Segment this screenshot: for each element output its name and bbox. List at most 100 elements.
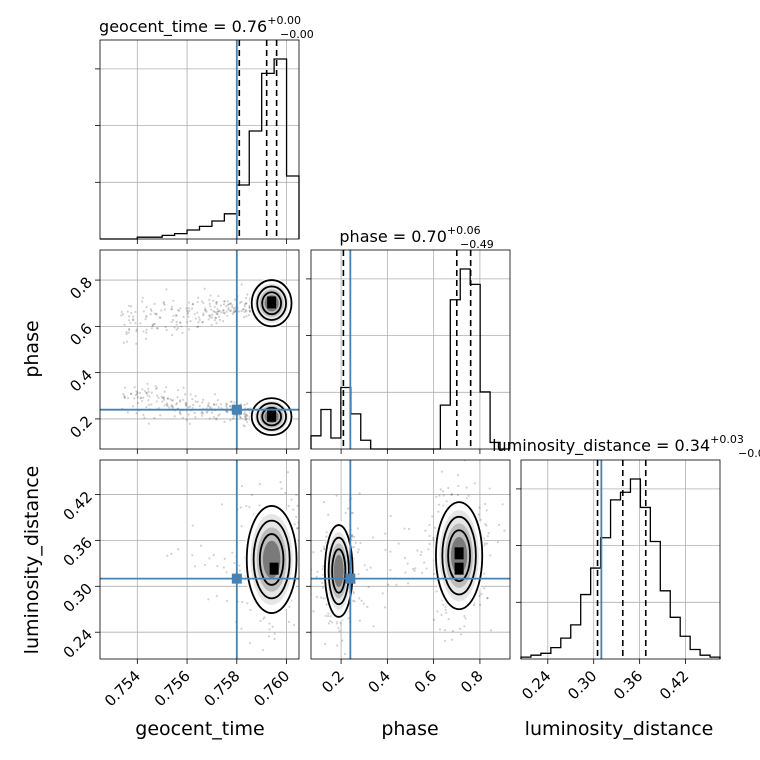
sample-point — [312, 565, 314, 567]
sample-point — [212, 554, 215, 557]
sample-point — [175, 402, 179, 405]
sample-point — [463, 625, 466, 628]
sample-point — [194, 416, 197, 419]
sample-point — [225, 402, 228, 405]
sample-point — [369, 566, 372, 569]
sample-point — [351, 535, 354, 538]
sample-point — [126, 310, 129, 313]
sample-point — [123, 323, 126, 326]
sample-point — [156, 394, 159, 397]
panel-frame — [99, 459, 300, 660]
sample-point — [196, 325, 199, 329]
truth-marker — [231, 404, 242, 415]
sample-point — [308, 615, 310, 617]
sample-point — [246, 602, 249, 605]
sample-point — [162, 397, 165, 400]
sample-point — [358, 597, 361, 600]
sample-point — [156, 386, 159, 389]
sample-point — [136, 396, 139, 399]
sample-point — [212, 403, 216, 406]
sample-point — [136, 401, 140, 405]
sample-point — [407, 527, 411, 531]
sample-point — [535, 587, 537, 589]
sample-point — [226, 411, 229, 414]
sample-point — [265, 451, 267, 453]
sample-point — [435, 590, 438, 593]
sample-point — [223, 557, 226, 560]
sample-point — [432, 618, 436, 621]
sample-point — [245, 418, 248, 421]
sample-point — [242, 308, 245, 311]
sample-point — [406, 582, 410, 585]
sample-point — [258, 504, 261, 507]
sample-point — [205, 411, 208, 414]
contour-0-1 — [252, 519, 291, 600]
sample-point — [241, 600, 244, 604]
sample-point — [142, 396, 145, 399]
sample-point — [456, 494, 460, 497]
density-layer — [166, 451, 314, 652]
sample-point — [215, 403, 218, 406]
sample-point — [163, 390, 166, 393]
sample-point — [358, 492, 361, 495]
sample-point — [232, 311, 236, 314]
sample-point — [179, 321, 182, 324]
svg-text:phase = 0.70+0.06: phase = 0.70+0.06 — [339, 224, 480, 246]
sample-point — [186, 312, 189, 315]
sample-point — [229, 405, 232, 408]
tick-label-luminosity-distance-3: 0.42 — [656, 667, 692, 703]
sample-point — [175, 403, 178, 406]
sample-point — [230, 400, 233, 403]
sample-point — [248, 641, 252, 645]
sample-point — [122, 393, 125, 396]
sample-point — [139, 322, 142, 325]
sample-point — [231, 304, 234, 307]
sample-point — [185, 307, 188, 310]
sample-point — [175, 328, 178, 331]
sample-point — [428, 542, 431, 545]
sample-point — [219, 304, 223, 307]
sample-point — [154, 387, 158, 391]
panels: 0.24 0.30 0.36 0.420.20.40.60.80.754 0.756 0.… — [60, 39, 721, 710]
sample-point — [351, 511, 354, 515]
sample-point — [246, 414, 249, 418]
sample-point — [315, 596, 318, 599]
sample-point — [157, 396, 160, 399]
sample-point — [456, 474, 460, 477]
tick-label-luminosity-distance-0: 0.24 — [60, 625, 96, 661]
sample-point — [238, 564, 241, 567]
sample-point — [344, 511, 347, 514]
sample-point — [123, 396, 127, 400]
sample-point — [208, 417, 212, 420]
sample-point — [214, 317, 217, 320]
sample-point — [432, 536, 435, 539]
sample-point — [182, 386, 185, 389]
sample-point — [356, 551, 359, 554]
sample-point — [419, 553, 422, 556]
sample-point — [240, 627, 243, 630]
sample-point — [140, 396, 143, 399]
sample-point — [232, 415, 235, 418]
sample-point — [201, 414, 204, 417]
sample-point — [164, 325, 167, 328]
sample-point — [327, 612, 330, 615]
sample-point — [472, 603, 476, 607]
sample-point — [303, 581, 305, 583]
sample-point — [135, 390, 138, 393]
sample-point — [138, 391, 142, 395]
sample-point — [211, 316, 214, 319]
sample-point — [436, 610, 439, 613]
sample-point — [215, 311, 218, 314]
sample-point — [526, 539, 528, 541]
sample-point — [181, 331, 184, 334]
title-luminosity-distance-minus: −0.03 — [738, 447, 760, 460]
sample-point — [202, 312, 205, 315]
sample-point — [201, 412, 205, 415]
sample-point — [147, 387, 150, 390]
sample-point — [435, 495, 438, 499]
sample-point — [338, 630, 341, 633]
sample-point — [191, 302, 194, 306]
sample-point — [496, 541, 499, 544]
sample-point — [387, 583, 390, 586]
sample-point — [207, 318, 210, 321]
